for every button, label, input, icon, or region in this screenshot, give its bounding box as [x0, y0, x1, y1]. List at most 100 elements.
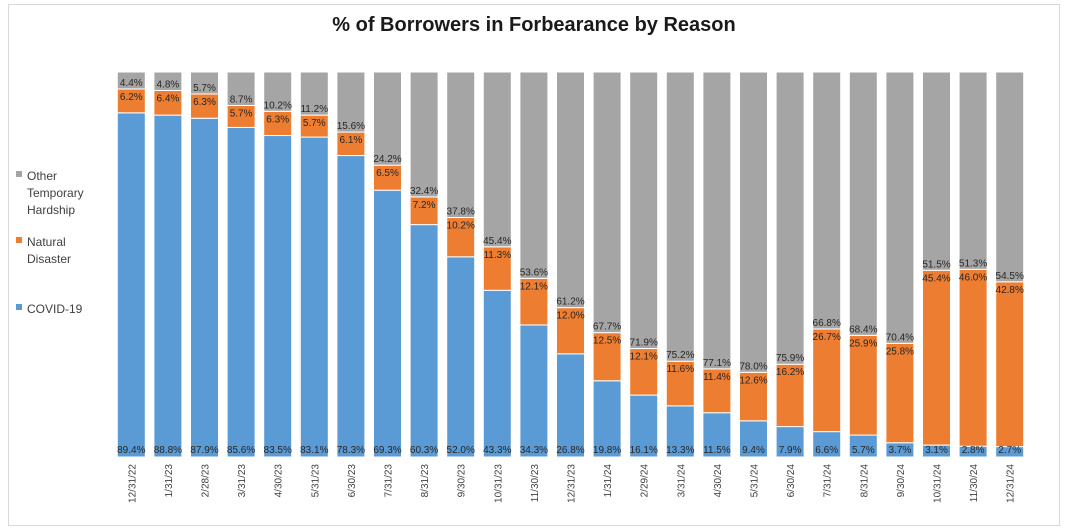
- bar-natural-disaster: [263, 110, 293, 137]
- bar-other-temporary-hardship: [922, 71, 951, 271]
- bar-other-temporary-hardship: [995, 71, 1025, 283]
- data-label-covid-19: 52.0%: [447, 445, 475, 456]
- data-label-natural-disaster: 12.5%: [593, 336, 621, 347]
- x-tick-label: 3/31/24: [676, 464, 687, 498]
- bar-natural-disaster: [775, 363, 805, 428]
- bar-other-temporary-hardship: [482, 71, 512, 248]
- bar-other-temporary-hardship: [702, 71, 732, 370]
- data-label-natural-disaster: 26.7%: [813, 332, 841, 343]
- legend-label-natural-disaster: Natural: [27, 235, 66, 249]
- legend-label-other-temporary-hardship: Other: [27, 169, 57, 183]
- data-label-other-temporary-hardship: 75.9%: [776, 353, 804, 364]
- x-tick-label: 12/31/23: [567, 464, 578, 503]
- data-label-natural-disaster: 12.1%: [520, 281, 548, 292]
- data-label-natural-disaster: 12.0%: [556, 311, 584, 322]
- bar-covid-19: [153, 114, 183, 458]
- data-label-other-temporary-hardship: 5.7%: [193, 83, 216, 94]
- data-label-other-temporary-hardship: 24.2%: [373, 154, 401, 165]
- x-tick-label: 3/31/23: [237, 464, 248, 498]
- x-tick-label: 12/31/22: [127, 464, 138, 503]
- data-label-covid-19: 6.6%: [815, 445, 838, 456]
- data-label-natural-disaster: 11.4%: [703, 372, 731, 383]
- data-label-other-temporary-hardship: 54.5%: [996, 271, 1024, 282]
- x-tick-label: 11/30/24: [969, 464, 980, 503]
- data-label-other-temporary-hardship: 71.9%: [630, 338, 658, 349]
- bar-other-temporary-hardship: [775, 71, 805, 365]
- data-label-covid-19: 69.3%: [373, 445, 401, 456]
- bar-covid-19: [482, 289, 512, 458]
- data-label-other-temporary-hardship: 51.3%: [959, 258, 987, 269]
- bar-natural-disaster: [848, 334, 878, 436]
- data-label-covid-19: 3.7%: [889, 445, 912, 456]
- data-label-other-temporary-hardship: 67.7%: [593, 322, 621, 333]
- data-label-covid-19: 78.3%: [337, 445, 365, 456]
- bar-covid-19: [263, 135, 293, 458]
- data-label-covid-19: 5.7%: [852, 445, 875, 456]
- data-label-other-temporary-hardship: 37.8%: [447, 207, 475, 218]
- x-tick-label: 2/29/24: [640, 464, 651, 498]
- data-label-other-temporary-hardship: 11.2%: [300, 104, 328, 115]
- bar-natural-disaster: [446, 217, 476, 258]
- data-label-natural-disaster: 6.2%: [120, 92, 143, 103]
- bar-other-temporary-hardship: [885, 71, 915, 344]
- chart-title: % of Borrowers in Forbearance by Reason: [332, 14, 735, 36]
- bar-other-temporary-hardship: [812, 71, 842, 330]
- x-tick-label: 5/31/23: [310, 464, 321, 498]
- data-label-natural-disaster: 5.7%: [230, 108, 253, 119]
- bar-other-temporary-hardship: [446, 71, 476, 219]
- bar-covid-19: [373, 189, 402, 458]
- bar-other-temporary-hardship: [190, 71, 219, 95]
- bar-other-temporary-hardship: [263, 71, 293, 112]
- data-label-covid-19: 9.4%: [742, 445, 765, 456]
- data-label-other-temporary-hardship: 10.2%: [264, 100, 292, 111]
- bar-covid-19: [592, 380, 622, 458]
- data-label-other-temporary-hardship: 53.6%: [520, 267, 548, 278]
- data-label-natural-disaster: 12.1%: [630, 352, 658, 363]
- data-label-covid-19: 88.8%: [154, 445, 182, 456]
- bar-other-temporary-hardship: [336, 71, 366, 133]
- x-tick-label: 8/31/23: [420, 464, 431, 498]
- data-label-natural-disaster: 45.4%: [922, 273, 950, 284]
- data-label-other-temporary-hardship: 32.4%: [410, 186, 438, 197]
- data-label-natural-disaster: 5.7%: [303, 118, 326, 129]
- data-label-natural-disaster: 12.6%: [739, 375, 767, 386]
- data-label-other-temporary-hardship: 66.8%: [813, 318, 841, 329]
- data-label-covid-19: 11.5%: [703, 445, 731, 456]
- data-label-covid-19: 2.8%: [962, 445, 985, 456]
- bar-other-temporary-hardship: [153, 71, 183, 91]
- bar-other-temporary-hardship: [409, 71, 439, 198]
- data-label-other-temporary-hardship: 8.7%: [230, 94, 253, 105]
- x-tick-label: 5/31/24: [750, 464, 761, 498]
- data-label-other-temporary-hardship: 51.5%: [922, 259, 950, 270]
- data-label-covid-19: 89.4%: [117, 445, 145, 456]
- x-tick-label: 7/31/24: [823, 464, 834, 498]
- bar-other-temporary-hardship: [556, 71, 585, 309]
- data-label-covid-19: 85.6%: [227, 445, 255, 456]
- data-label-other-temporary-hardship: 78.0%: [739, 361, 767, 372]
- data-label-natural-disaster: 7.2%: [413, 200, 436, 211]
- data-label-covid-19: 34.3%: [520, 445, 548, 456]
- bar-other-temporary-hardship: [519, 71, 549, 279]
- x-axis-ticks: 12/31/22 1/31/23 2/28/23 3/31/23 4/30/23 5/31…: [127, 464, 1016, 503]
- bar-natural-disaster: [409, 196, 439, 226]
- bar-natural-disaster: [665, 360, 695, 407]
- data-label-natural-disaster: 25.9%: [849, 338, 877, 349]
- bar-other-temporary-hardship: [226, 71, 256, 106]
- bar-natural-disaster: [995, 281, 1025, 448]
- data-label-covid-19: 83.1%: [300, 445, 328, 456]
- bar-covid-19: [409, 224, 439, 458]
- bar-covid-19: [739, 420, 768, 458]
- data-label-other-temporary-hardship: 70.4%: [886, 332, 914, 343]
- bar-covid-19: [556, 353, 585, 458]
- bar-covid-19: [629, 394, 659, 458]
- bar-covid-19: [226, 126, 256, 458]
- data-label-covid-19: 16.1%: [630, 445, 658, 456]
- data-label-covid-19: 43.3%: [483, 445, 511, 456]
- bar-other-temporary-hardship: [665, 71, 695, 362]
- data-label-other-temporary-hardship: 4.4%: [120, 78, 143, 89]
- x-tick-label: 6/30/23: [347, 464, 358, 498]
- data-label-natural-disaster: 42.8%: [996, 285, 1024, 296]
- bar-other-temporary-hardship: [848, 71, 878, 336]
- data-label-covid-19: 13.3%: [666, 445, 694, 456]
